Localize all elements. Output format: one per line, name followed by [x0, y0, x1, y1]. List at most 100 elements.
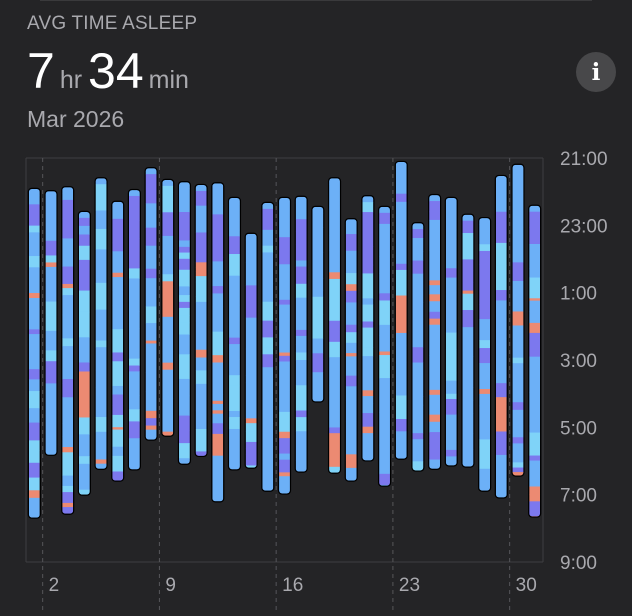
sleep-stage-segment — [78, 217, 90, 227]
sleep-stage-segment — [162, 351, 174, 364]
sleep-bar-day-22[interactable] — [379, 206, 391, 486]
sleep-stage-segment — [495, 479, 507, 498]
sleep-stage-segment — [445, 449, 457, 457]
sleep-stage-segment — [78, 408, 90, 413]
sleep-stage-segment — [178, 286, 190, 296]
sleep-stage-segment — [462, 356, 474, 388]
sleep-stage-segment — [312, 359, 324, 373]
sleep-stage-segment — [112, 305, 124, 330]
sleep-bar-day-23[interactable] — [395, 161, 407, 459]
sleep-stage-segment — [395, 275, 407, 297]
sleep-bar-day-16[interactable] — [279, 197, 290, 494]
sleep-stage-segment — [279, 352, 290, 357]
sleep-bar-day-3[interactable] — [62, 187, 74, 514]
sleep-stage-segment — [28, 440, 40, 452]
sleep-bar-day-18[interactable] — [312, 206, 324, 402]
sleep-bar-day-28[interactable] — [479, 218, 491, 491]
sleep-bar-day-25[interactable] — [429, 195, 441, 469]
sleep-stage-segment — [262, 423, 274, 447]
sleep-stage-segment — [362, 426, 374, 434]
sleep-stage-segment — [362, 433, 374, 461]
sleep-stage-segment — [78, 456, 90, 465]
sleep-stage-segment — [62, 447, 74, 453]
sleep-stage-segment — [279, 355, 290, 362]
sleep-bar-day-31[interactable] — [529, 205, 541, 517]
sleep-stage-segment — [395, 419, 407, 432]
sleep-bar-day-9[interactable] — [162, 179, 174, 436]
sleep-bar-day-1[interactable] — [28, 188, 40, 518]
sleep-stage-segment — [529, 460, 541, 488]
sleep-stage-segment — [329, 466, 341, 473]
sleep-stage-segment — [45, 240, 57, 256]
sleep-stage-segment — [28, 391, 40, 409]
sleep-stage-segment — [262, 245, 274, 253]
sleep-bar-outline — [327, 177, 342, 474]
sleep-stage-segment — [195, 281, 207, 298]
sleep-stage-segment — [429, 311, 441, 320]
sleep-bar-day-8[interactable] — [145, 168, 157, 440]
sleep-bar-day-17[interactable] — [295, 196, 307, 472]
sleep-stage-segment — [529, 205, 541, 213]
sleep-stage-segment — [245, 441, 257, 449]
sleep-stage-segment — [145, 429, 157, 440]
sleep-stage-segment — [28, 204, 40, 227]
sleep-stage-segment — [45, 262, 57, 268]
sleep-stage-segment — [429, 318, 441, 326]
sleep-stage-segment — [178, 395, 190, 417]
sleep-bar-day-21[interactable] — [362, 196, 374, 461]
sleep-bar-day-15[interactable] — [262, 202, 274, 491]
sleep-stage-segment — [112, 471, 124, 481]
sleep-bar-day-26[interactable] — [445, 197, 457, 466]
sleep-bar-day-13[interactable] — [228, 197, 240, 470]
sleep-stage-segment — [262, 320, 274, 338]
sleep-stage-segment — [462, 290, 474, 295]
sleep-stage-segment — [462, 387, 474, 401]
sleep-bar-outline — [144, 167, 158, 441]
sleep-bar-day-14[interactable] — [245, 233, 257, 468]
sleep-stage-segment — [329, 178, 341, 185]
sleep-stage-segment — [195, 271, 207, 277]
sleep-stage-segment — [145, 245, 157, 270]
sleep-stage-segment — [329, 302, 341, 322]
y-tick-label: 21:00 — [560, 149, 608, 170]
sleep-bar-day-27[interactable] — [462, 214, 474, 467]
sleep-stage-segment — [195, 232, 207, 263]
info-icon[interactable]: i — [576, 52, 616, 92]
sleep-bar-day-4[interactable] — [78, 211, 90, 495]
sleep-bar-day-19[interactable] — [329, 178, 341, 473]
sleep-stage-segment — [28, 293, 40, 299]
sleep-stage-segment — [429, 219, 441, 251]
sleep-stage-segment — [512, 437, 524, 444]
sleep-stage-segment — [412, 237, 424, 252]
sleep-bar-day-20[interactable] — [345, 219, 357, 481]
sleep-bar-day-24[interactable] — [412, 223, 424, 471]
sleep-stage-segment — [62, 452, 74, 477]
sleep-stage-segment — [45, 215, 57, 242]
sleep-stage-segment — [312, 314, 324, 340]
sleep-stage-segment — [62, 383, 74, 398]
sleep-bar-day-30[interactable] — [512, 164, 524, 476]
sleep-stage-segment — [295, 202, 307, 220]
sleep-stage-segment — [379, 378, 391, 413]
sleep-stage-segment — [379, 412, 391, 446]
sleep-stage-segment — [512, 363, 524, 379]
sleep-stage-segment — [95, 249, 107, 284]
sleep-bar-day-6[interactable] — [112, 201, 124, 481]
sleep-stage-segment — [212, 355, 224, 363]
sleep-stage-segment — [445, 456, 457, 466]
sleep-stage-segment — [395, 345, 407, 363]
sleep-bar-day-7[interactable] — [128, 189, 140, 470]
sleep-stage-segment — [45, 415, 57, 450]
sleep-bar-day-11[interactable] — [195, 184, 207, 457]
sleep-stage-segment — [512, 378, 524, 403]
sleep-bar-day-5[interactable] — [95, 178, 107, 469]
sleep-stage-segment — [512, 443, 524, 463]
sleep-bar-day-12[interactable] — [212, 183, 224, 502]
sleep-stage-segment — [178, 182, 190, 189]
sleep-stage-segment — [62, 502, 74, 508]
sleep-stage-segment — [162, 398, 174, 433]
sleep-bar-day-10[interactable] — [178, 182, 190, 464]
sleep-bar-day-2[interactable] — [45, 191, 57, 455]
sleep-bar-day-29[interactable] — [495, 175, 507, 498]
